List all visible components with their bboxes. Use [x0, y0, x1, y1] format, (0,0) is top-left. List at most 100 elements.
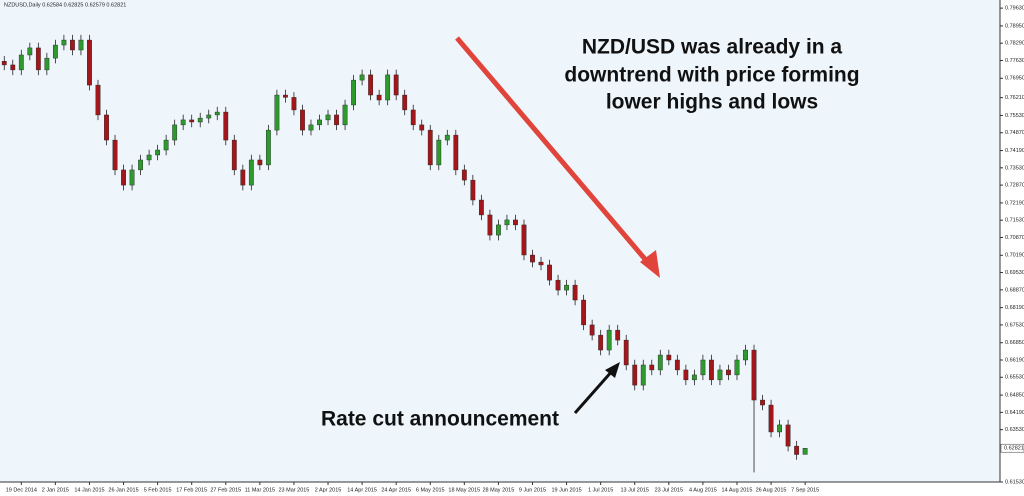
candle-body: [112, 139, 118, 171]
y-tick-label: 0.74190: [1005, 148, 1024, 154]
candle-body: [436, 139, 442, 166]
candle-body: [146, 154, 152, 161]
y-tick-label: 0.74870: [1005, 130, 1024, 136]
candle-body: [18, 54, 24, 71]
candle-body: [726, 369, 731, 376]
y-tick-label: 0.77630: [1005, 58, 1024, 64]
candle-body: [27, 47, 33, 56]
y-tick-label: 0.72870: [1005, 183, 1024, 189]
candle-body: [1, 61, 7, 66]
candle-body: [487, 214, 493, 236]
candle-body: [180, 119, 186, 126]
y-tick-label: 0.75530: [1005, 113, 1024, 119]
candle-body: [172, 124, 178, 141]
x-tick-label: 2 Jan 2015: [42, 487, 69, 493]
candle-body: [606, 329, 612, 351]
candle-body: [197, 117, 203, 123]
candle-body: [657, 354, 663, 371]
candle-body: [444, 134, 450, 141]
candle-body: [640, 364, 646, 386]
candle-body: [52, 44, 58, 59]
annotation: NZD/USD was already in a: [582, 36, 843, 59]
candle-body: [78, 39, 84, 51]
candle-body: [351, 79, 356, 106]
candle-body: [308, 124, 314, 131]
candle-body: [189, 119, 195, 123]
candle-body: [453, 134, 459, 171]
candle-body: [95, 84, 101, 116]
candle-body: [402, 94, 408, 111]
candle-body: [530, 254, 535, 263]
candle-body: [410, 109, 416, 126]
x-tick-label: 27 Feb 2015: [210, 487, 241, 493]
candle-body: [538, 261, 544, 266]
arrow-head: [640, 250, 660, 278]
y-tick-label: 0.64190: [1005, 410, 1024, 416]
chart-title: NZDUSD,Daily 0.62584 0.62825 0.62579 0.6…: [4, 2, 126, 8]
candle-body: [572, 284, 578, 301]
candle-body: [777, 424, 782, 433]
candle-body: [555, 279, 561, 291]
y-tick-label: 0.67530: [1005, 322, 1024, 328]
candle-body: [265, 129, 271, 166]
y-tick-label: 0.71530: [1005, 218, 1024, 224]
candle-body: [419, 124, 425, 131]
candle-body: [674, 359, 680, 371]
y-tick-label: 0.63530: [1005, 427, 1024, 433]
candle-body: [598, 334, 604, 351]
candle-body: [368, 74, 374, 96]
x-tick-label: 13 Jul 2015: [621, 487, 649, 493]
candle-body: [623, 339, 629, 366]
x-tick-label: 18 May 2015: [448, 487, 480, 493]
candle-body: [649, 364, 655, 371]
x-tick-label: 23 Jul 2015: [655, 487, 683, 493]
annotation: lower highs and lows: [606, 91, 818, 114]
candle-body: [691, 374, 697, 381]
candle-body: [274, 94, 280, 131]
y-tick-label: 0.68190: [1005, 305, 1024, 311]
candle-body: [547, 264, 552, 281]
candle-body: [61, 39, 67, 46]
x-tick-label: 14 Jan 2015: [74, 487, 104, 493]
candle-body: [248, 159, 254, 186]
x-tick-label: 28 May 2015: [483, 487, 515, 493]
candle-body: [461, 169, 467, 181]
candle-body: [734, 359, 740, 376]
y-tick-label: 0.61530: [1005, 479, 1024, 485]
candle-body: [751, 349, 757, 401]
x-tick-label: 26 Aug 2015: [756, 487, 787, 493]
x-tick-label: 24 Apr 2015: [381, 487, 411, 493]
x-tick-label: 7 Sep 2015: [791, 487, 819, 493]
candle-body: [138, 159, 143, 171]
candle-body: [129, 169, 135, 186]
candle-body: [385, 74, 391, 101]
candle-body: [257, 159, 263, 166]
x-tick-label: 6 May 2015: [416, 487, 445, 493]
candle-body: [683, 369, 689, 381]
x-tick-label: 14 Aug 2015: [722, 487, 753, 493]
annotation: Rate cut announcement: [321, 408, 559, 431]
candle-body: [291, 97, 297, 111]
y-tick-label: 0.76210: [1005, 95, 1024, 101]
candle-body: [342, 104, 348, 126]
y-tick-label: 0.64850: [1005, 393, 1024, 399]
candle-body: [334, 114, 339, 126]
candle-body: [615, 329, 621, 341]
candle-body: [393, 74, 399, 96]
x-tick-label: 5 Feb 2015: [144, 487, 172, 493]
arrow-head: [605, 362, 620, 378]
x-tick-label: 19 Dec 2014: [6, 487, 37, 493]
candle-body: [785, 424, 791, 447]
candle-body: [240, 169, 246, 186]
candle-body: [564, 284, 569, 291]
y-tick-label: 0.69530: [1005, 270, 1024, 276]
x-tick-label: 11 Mar 2015: [245, 487, 275, 493]
candle-body: [359, 74, 365, 81]
y-tick-label: 0.73530: [1005, 165, 1024, 171]
candle-body: [121, 169, 126, 186]
candle-body: [206, 114, 212, 119]
y-tick-label: 0.78290: [1005, 41, 1024, 47]
candle-body: [496, 224, 501, 236]
x-tick-label: 4 Aug 2015: [689, 487, 717, 493]
